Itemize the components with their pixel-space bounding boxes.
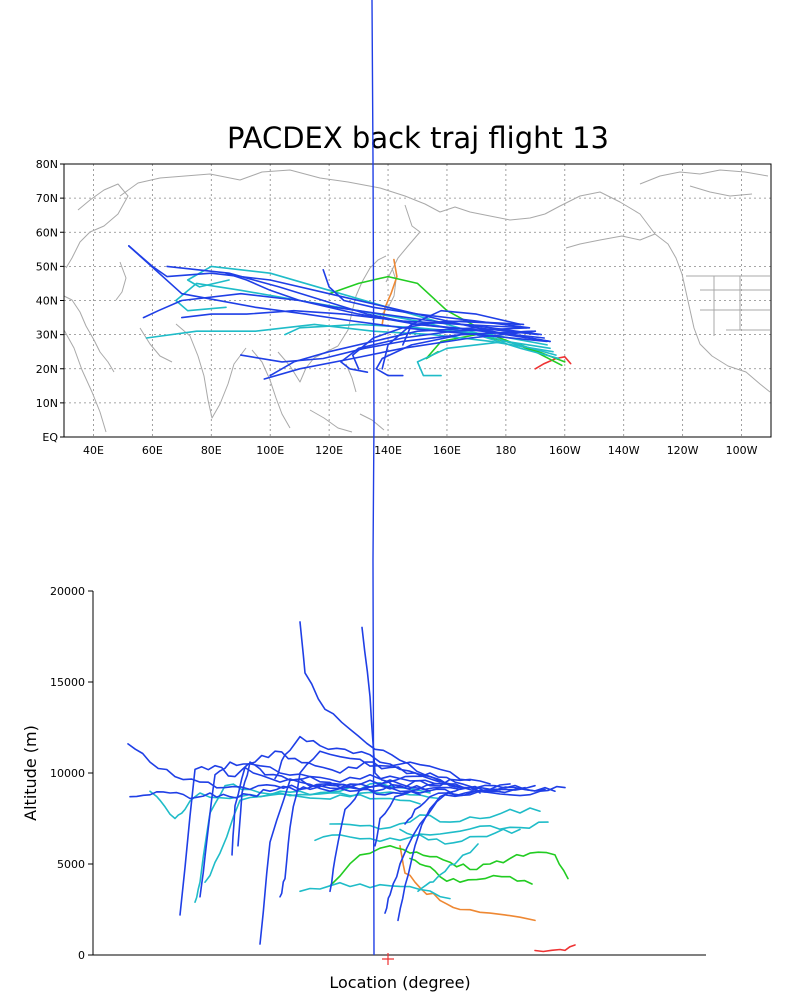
map-lon-tick-label: 140W: [608, 444, 640, 457]
profile-trajectories: [127, 621, 576, 953]
profile-trajectory-green: [409, 857, 533, 885]
profile-trajectory-red: [534, 944, 576, 953]
profile-ylabel: Altitude (m): [21, 725, 40, 821]
map-trajectory-blue: [340, 327, 531, 373]
profile-altitude-ticks: 0 5000 10000 15000 20000: [50, 585, 93, 962]
profile-trajectory-blue: [279, 750, 471, 898]
map-lat-tick-label: 20N: [36, 363, 58, 376]
profile-tick-label: 15000: [50, 676, 85, 689]
profile-trajectory-blue: [299, 621, 451, 785]
map-trajectory-blue: [351, 320, 522, 370]
flight-track-line: [371, 0, 375, 956]
map-lon-tick-label: 180: [495, 444, 516, 457]
profile-trajectory-blue: [374, 788, 501, 847]
map-lon-tick-label: 140E: [374, 444, 402, 457]
profile-trajectory-blue: [199, 761, 431, 898]
map-trajectory-cyan: [145, 323, 554, 353]
map-trajectory-green: [328, 275, 563, 367]
map-trajectory-blue: [263, 330, 537, 380]
map-lon-tick-label: 100E: [256, 444, 284, 457]
profile-trajectory-blue: [361, 626, 546, 792]
map-panel: EQ 10N 20N 30N 40N 50N 60N 70N 80N 40E 60E 80E 100E…: [36, 158, 772, 457]
profile-trajectory-blue: [231, 766, 421, 856]
map-trajectory-blue: [375, 330, 534, 377]
map-lon-tick-label: 40E: [83, 444, 104, 457]
map-lat-tick-label: 80N: [36, 158, 58, 171]
profile-trajectory-cyan: [314, 821, 549, 843]
map-lat-tick-label: 50N: [36, 260, 58, 273]
profile-trajectory-cyan: [299, 881, 451, 900]
map-gridlines: [64, 164, 771, 437]
map-lon-tick-label: 60E: [142, 444, 163, 457]
profile-xlabel: Location (degree): [329, 973, 470, 992]
map-lon-tick-label: 120E: [315, 444, 343, 457]
map-lat-tick-label: EQ: [42, 431, 58, 444]
profile-tick-label: 5000: [57, 858, 85, 871]
figure-title: PACDEX back traj flight 13: [227, 121, 609, 155]
map-lon-ticks: 40E 60E 80E 100E 120E 140E 160E 180 160W 140W 120W…: [83, 444, 758, 457]
map-lat-tick-label: 40N: [36, 295, 58, 308]
map-trajectory-blue: [402, 309, 522, 346]
profile-trajectory-orange: [399, 845, 536, 922]
map-trajectory-blue: [181, 309, 528, 329]
map-lon-tick-label: 120W: [667, 444, 699, 457]
map-lat-ticks: EQ 10N 20N 30N 40N 50N 60N 70N 80N: [36, 158, 64, 444]
profile-trajectory-green: [329, 845, 569, 887]
profile-panel: 0 5000 10000 15000 20000 Altitude (m) Locati…: [21, 585, 706, 992]
profile-trajectory-cyan: [417, 843, 479, 893]
profile-trajectory-cyan: [399, 828, 521, 845]
profile-trajectory-cyan: [204, 790, 421, 883]
profile-trajectory-blue: [237, 761, 411, 847]
profile-trajectory-blue: [179, 750, 441, 916]
profile-trajectory-cyan: [329, 807, 541, 830]
map-trajectories: [128, 245, 572, 380]
map-lat-tick-label: 60N: [36, 226, 58, 239]
profile-tick-label: 0: [78, 949, 85, 962]
profile-trajectory-blue: [404, 783, 511, 825]
map-lon-tick-label: 160E: [433, 444, 461, 457]
map-trajectory-blue: [128, 245, 548, 343]
profile-tick-label: 10000: [50, 767, 85, 780]
map-trajectory-cyan: [416, 340, 551, 377]
flight-location-marker: [382, 953, 394, 965]
map-lat-tick-label: 70N: [36, 192, 58, 205]
map-lon-tick-label: 100W: [726, 444, 758, 457]
profile-trajectory-cyan: [194, 782, 431, 903]
map-lon-tick-label: 80E: [201, 444, 222, 457]
profile-tick-label: 20000: [50, 585, 85, 598]
profile-trajectory-blue: [384, 784, 536, 914]
map-lat-tick-label: 30N: [36, 329, 58, 342]
map-lat-tick-label: 10N: [36, 397, 58, 410]
map-lon-tick-label: 160W: [549, 444, 581, 457]
map-trajectory-orange: [381, 258, 398, 326]
